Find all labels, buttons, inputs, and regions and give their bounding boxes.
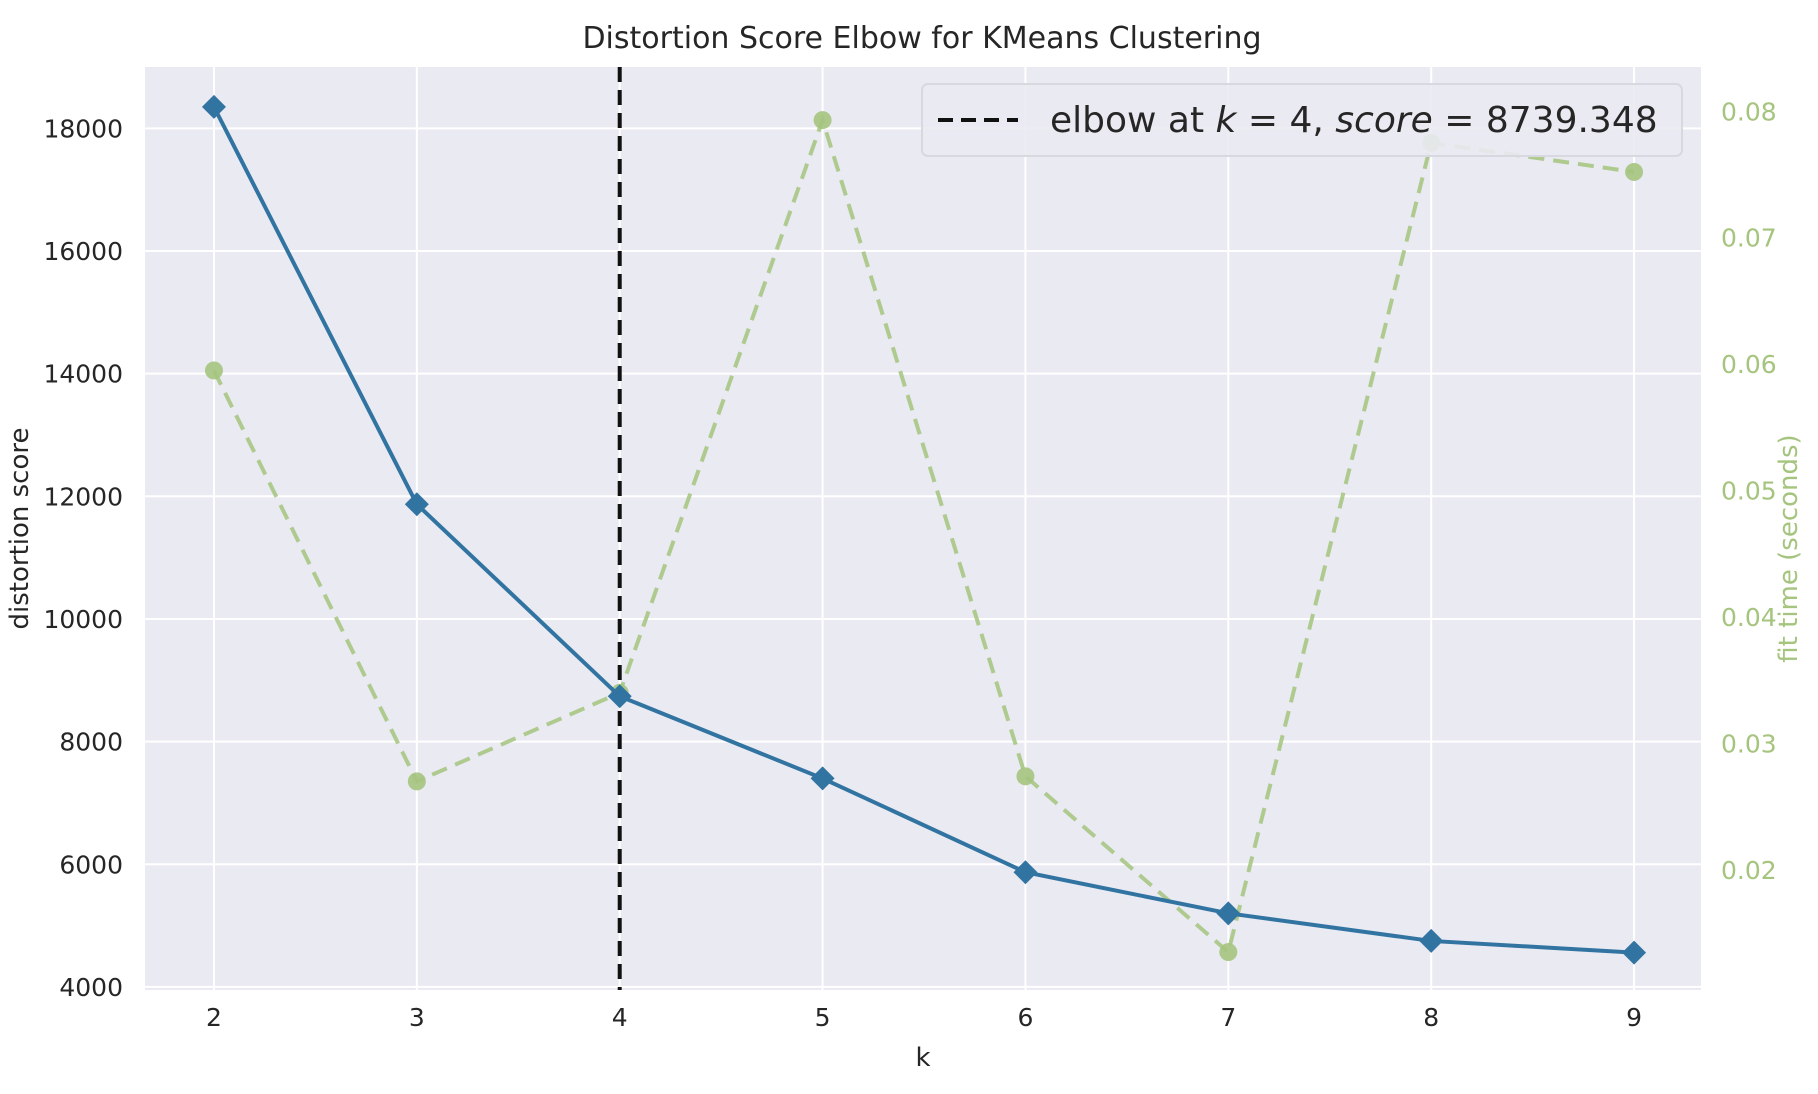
y-tick-label: 8000 bbox=[59, 728, 123, 757]
x-tick-label: 6 bbox=[1017, 1003, 1033, 1032]
y-tick-label: 14000 bbox=[43, 360, 123, 389]
plot-area bbox=[145, 67, 1701, 990]
chart-title: Distortion Score Elbow for KMeans Cluste… bbox=[582, 21, 1261, 56]
x-tick-label: 4 bbox=[612, 1003, 628, 1032]
y2-tick-label: 0.05 bbox=[1721, 477, 1777, 506]
fit-time-point bbox=[204, 361, 223, 380]
y-tick-label: 16000 bbox=[43, 237, 123, 266]
fit-time-point bbox=[813, 111, 832, 130]
x-tick-label: 7 bbox=[1220, 1003, 1236, 1032]
y2-tick-label: 0.08 bbox=[1721, 97, 1777, 126]
y-tick-label: 6000 bbox=[59, 850, 123, 879]
legend-k-var: k bbox=[1216, 100, 1239, 141]
y2-tick-label: 0.04 bbox=[1721, 603, 1777, 632]
y2-axis-label: fit time (seconds) bbox=[1774, 434, 1804, 662]
legend-sep: , bbox=[1312, 100, 1335, 141]
fit-time-point bbox=[407, 772, 426, 791]
legend-box bbox=[921, 83, 1683, 157]
legend-elbow-label: elbow at k = 4, score = 8739.348 bbox=[1050, 100, 1658, 141]
y-tick-label: 4000 bbox=[59, 973, 123, 1002]
x-tick-label: 5 bbox=[815, 1003, 831, 1032]
y-tick-label: 18000 bbox=[43, 114, 123, 143]
grid-lines bbox=[145, 67, 1701, 990]
legend-score-var: score bbox=[1335, 100, 1433, 141]
y-tick-label: 10000 bbox=[43, 605, 123, 634]
legend-score-value: 8739.348 bbox=[1486, 100, 1658, 141]
fit-time-point bbox=[1219, 943, 1238, 962]
distortion-point bbox=[1622, 940, 1647, 965]
x-tick-label: 9 bbox=[1626, 1003, 1642, 1032]
x-axis-label: k bbox=[915, 1043, 930, 1073]
legend-k-eq: = bbox=[1236, 100, 1289, 141]
distortion-point bbox=[1216, 901, 1241, 926]
fit-time-point bbox=[1016, 767, 1035, 786]
y2-tick-label: 0.06 bbox=[1721, 350, 1777, 379]
distortion-point bbox=[1419, 928, 1444, 953]
y-tick-label: 12000 bbox=[43, 482, 123, 511]
distortion-line bbox=[212, 105, 1635, 955]
x-tick-label: 8 bbox=[1423, 1003, 1439, 1032]
legend: elbow at k = 4, score = 8739.348 bbox=[921, 83, 1683, 157]
x-tick-label: 3 bbox=[409, 1003, 425, 1032]
right-axis-ticks: 0.02 0.03 0.04 0.05 0.06 0.07 0.08 bbox=[1721, 97, 1777, 885]
y2-tick-label: 0.07 bbox=[1721, 224, 1777, 253]
distortion-point bbox=[1013, 860, 1038, 885]
distortion-point bbox=[810, 766, 835, 791]
series-layer bbox=[201, 67, 1647, 990]
distortion-point bbox=[201, 94, 226, 119]
distortion-point bbox=[607, 684, 632, 709]
legend-prefix: elbow at bbox=[1050, 100, 1216, 141]
distortion-point bbox=[404, 492, 429, 517]
bottom-axis-ticks: 2 3 4 5 6 7 8 9 bbox=[206, 1003, 1642, 1032]
y2-tick-label: 0.03 bbox=[1721, 729, 1777, 758]
fit-time-point bbox=[1625, 162, 1644, 181]
legend-k-value: 4 bbox=[1289, 100, 1312, 141]
x-tick-label: 2 bbox=[206, 1003, 222, 1032]
y-axis-label: distortion score bbox=[5, 428, 35, 630]
fit-time-line bbox=[212, 113, 1635, 956]
legend-score-eq: = bbox=[1433, 100, 1486, 141]
y2-tick-label: 0.02 bbox=[1721, 856, 1777, 885]
left-axis-ticks: 4000 6000 8000 10000 12000 14000 16000 18000 bbox=[43, 114, 123, 1002]
